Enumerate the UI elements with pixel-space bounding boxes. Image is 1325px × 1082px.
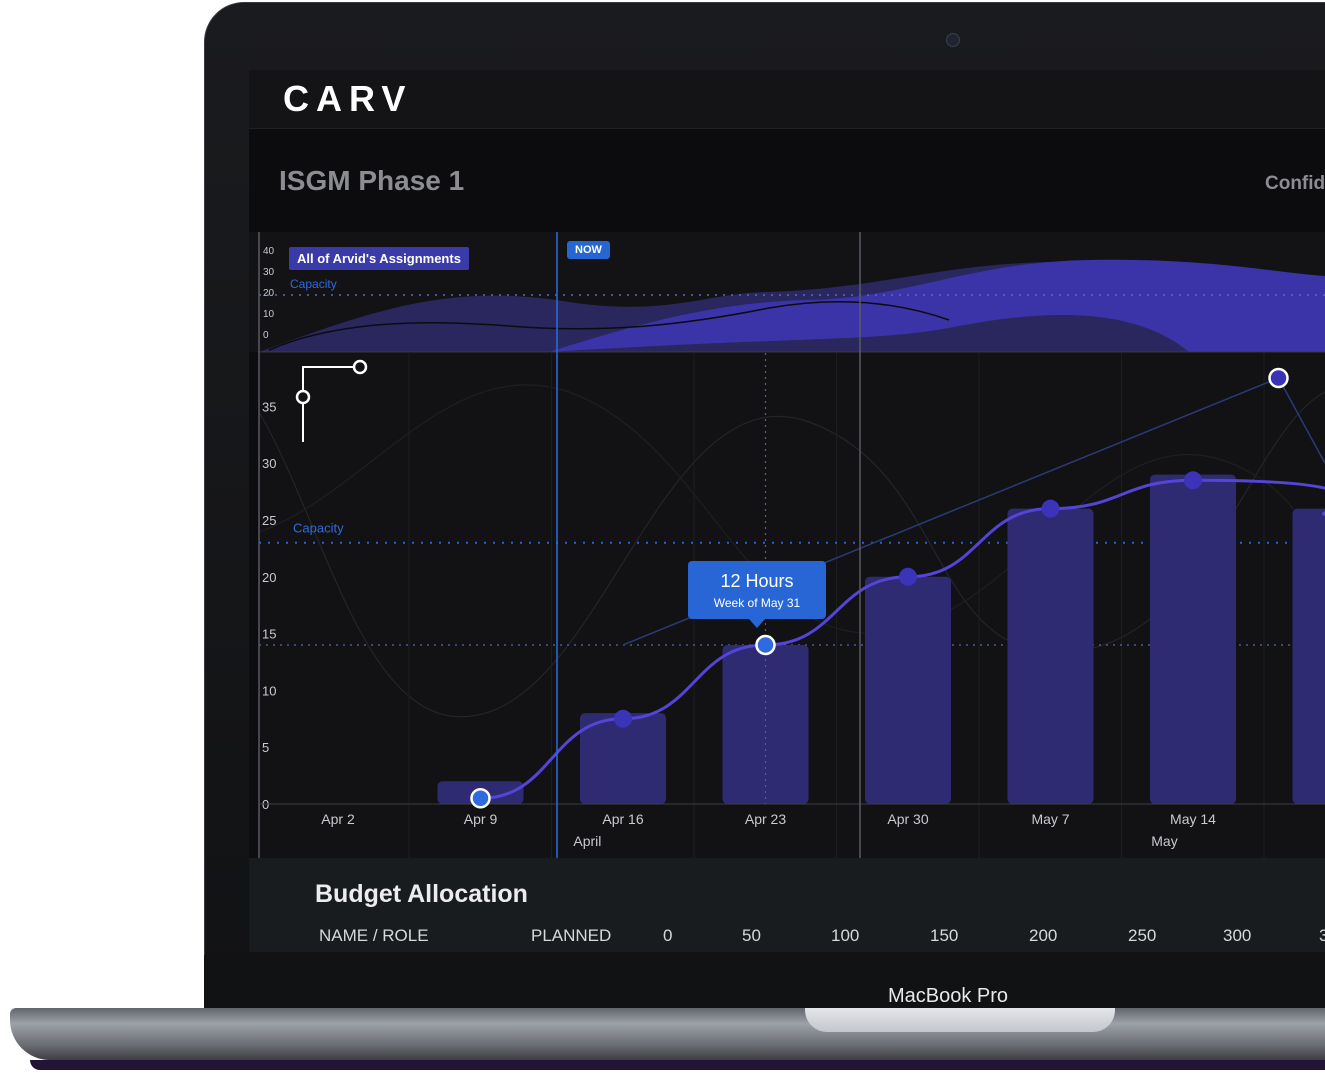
overview-capacity-label: Capacity [290, 277, 337, 291]
range-handle-icon [295, 389, 311, 405]
now-marker-label: NOW [567, 241, 610, 259]
header-right-text: Confid [1265, 173, 1325, 194]
trend-point [1184, 471, 1202, 490]
col-scale-250: 250 [1128, 926, 1157, 945]
overview-y-tick: 10 [263, 309, 275, 320]
app-screen: CARV ISGM Phase 1 Confid 40 30 20 10 0 Capaci… [249, 70, 1325, 952]
hours-bar [580, 713, 666, 804]
x-tick-label: Apr 23 [745, 811, 786, 827]
y-tick-label: 35 [262, 399, 276, 414]
y-tick-label: 5 [262, 740, 269, 755]
x-tick-label: Apr 2 [321, 811, 355, 827]
top-bar: CARV [249, 70, 1325, 128]
page-title: ISGM Phase 1 [279, 165, 465, 196]
overview-strip[interactable]: 40 30 20 10 0 Capacity [249, 232, 1325, 353]
budget-column-headers: NAME / ROLE PLANNED 0 50 100 150 200 250… [249, 926, 1325, 946]
budget-title: Budget Allocation [315, 880, 528, 908]
carv-logo[interactable]: CARV [283, 78, 413, 119]
y-tick-label: 25 [262, 513, 276, 528]
x-tick-label: May 7 [1031, 811, 1069, 827]
projection-line [1277, 377, 1325, 464]
capacity-label: Capacity [293, 521, 344, 536]
hours-bar [865, 576, 951, 804]
overview-y-tick: 20 [263, 288, 275, 299]
x-tick-label: Apr 9 [464, 811, 498, 827]
col-scale-next: 3 [1319, 926, 1325, 945]
x-tick-label: Apr 30 [887, 811, 928, 827]
overview-y-tick: 0 [263, 330, 269, 341]
col-scale-50: 50 [742, 926, 761, 945]
hours-chart[interactable]: 40 30 20 10 0 Capacity 35 30 25 20 15 10 5 0 Capacity… [249, 232, 1325, 858]
camera-icon [946, 33, 960, 47]
timeline-chart-area: 40 30 20 10 0 Capacity 35 30 25 20 15 10 5 0 Capacity… [249, 232, 1325, 858]
highlight-point [755, 634, 776, 656]
trend-point-start [470, 788, 491, 809]
trend-point [899, 567, 917, 586]
col-scale-100: 100 [831, 926, 860, 945]
laptop-base [10, 1008, 1325, 1060]
overview-line [268, 301, 950, 351]
ghost-curve [258, 384, 1325, 634]
col-scale-200: 200 [1029, 926, 1058, 945]
device-model-label: MacBook Pro [888, 985, 1009, 1007]
col-scale-150: 150 [930, 926, 959, 945]
overview-y-tick: 40 [263, 246, 275, 257]
range-handle-icon [352, 359, 368, 375]
range-handle-icon [302, 366, 359, 442]
assignments-filter-tag[interactable]: All of Arvid's Assignments [289, 247, 469, 270]
overview-y-tick: 30 [263, 267, 275, 278]
col-scale-0: 0 [663, 926, 673, 945]
x-tick-label: Apr 16 [602, 811, 643, 827]
hours-bar [1292, 508, 1325, 804]
hours-tooltip: 12 Hours Week of May 31 [688, 561, 826, 628]
hours-bar [1150, 474, 1236, 804]
trend-point [1041, 499, 1060, 518]
month-label: April [573, 833, 601, 849]
y-tick-label: 20 [262, 570, 276, 585]
hours-bar [1007, 508, 1094, 804]
overview-area-front [549, 259, 1325, 352]
forecast-point [1268, 367, 1289, 389]
trend-point [614, 709, 632, 728]
laptop-lid-notch [805, 1008, 1115, 1032]
month-label: May [1151, 833, 1177, 849]
y-tick-label: 10 [262, 683, 276, 698]
col-planned[interactable]: PLANNED [531, 926, 612, 945]
col-scale-300: 300 [1223, 926, 1252, 945]
tooltip-value: 12 Hours [720, 571, 794, 591]
laptop-base-shadow [30, 1060, 1325, 1070]
laptop-bezel-bottom [204, 955, 1325, 1008]
title-bar: ISGM Phase 1 Confid [249, 128, 1325, 231]
x-tick-label: May 14 [1170, 811, 1216, 827]
budget-allocation-section: Budget Allocation NAME / ROLE PLANNED 0 … [249, 858, 1325, 952]
tooltip-week: Week of May 31 [713, 596, 801, 610]
col-name-role[interactable]: NAME / ROLE [319, 926, 429, 945]
y-tick-label: 30 [262, 456, 276, 471]
y-tick-label: 15 [262, 627, 276, 642]
hours-bar [722, 644, 809, 804]
